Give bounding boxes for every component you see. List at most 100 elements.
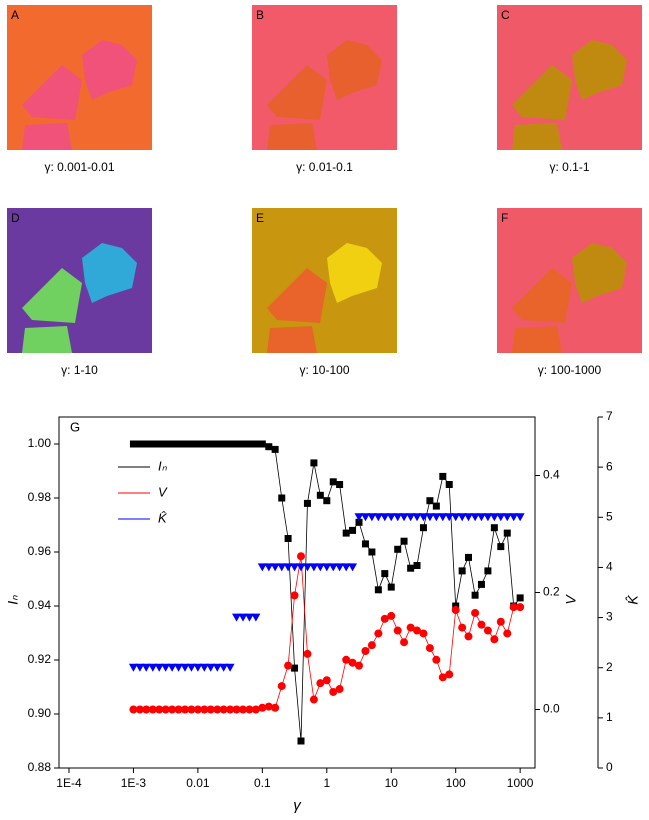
- point: [516, 594, 524, 602]
- point: [193, 663, 203, 672]
- point: [239, 440, 247, 448]
- y-tick-label: 0.88: [28, 760, 52, 774]
- region: [82, 40, 137, 100]
- region: [512, 326, 562, 353]
- point: [200, 705, 209, 714]
- point: [141, 663, 151, 672]
- point: [464, 632, 473, 641]
- y3-tick-label: 7: [606, 409, 613, 423]
- point: [418, 513, 428, 522]
- point: [452, 602, 460, 610]
- point: [329, 478, 337, 486]
- point: [393, 626, 402, 635]
- point: [329, 687, 338, 696]
- point: [168, 705, 177, 714]
- point: [265, 443, 273, 451]
- point: [335, 563, 345, 572]
- point: [406, 513, 416, 522]
- panel-letter: D: [11, 211, 20, 225]
- point: [349, 526, 357, 534]
- point: [451, 513, 461, 522]
- region: [327, 243, 382, 303]
- point: [251, 705, 260, 714]
- point: [496, 513, 506, 522]
- x-tick-label: 1: [323, 776, 330, 790]
- point: [238, 705, 247, 714]
- point: [257, 563, 267, 572]
- y-tick-label: 0.96: [28, 544, 52, 558]
- point: [419, 629, 428, 638]
- point: [232, 705, 241, 714]
- point: [245, 705, 254, 714]
- point: [225, 663, 235, 672]
- point: [399, 513, 409, 522]
- region: [82, 243, 137, 303]
- point: [194, 440, 202, 448]
- point: [336, 481, 344, 488]
- y3-tick-label: 4: [606, 560, 613, 574]
- panel-letter: F: [501, 211, 508, 225]
- point: [471, 591, 479, 599]
- point: [161, 705, 170, 714]
- legend-label: K̂: [158, 510, 168, 525]
- point: [471, 608, 480, 617]
- point: [148, 705, 157, 714]
- point: [374, 586, 382, 594]
- point: [393, 513, 403, 522]
- image-panel: Fγ: 100-1000: [497, 208, 642, 377]
- point: [354, 513, 364, 522]
- point: [483, 626, 492, 635]
- point: [129, 705, 138, 714]
- point: [367, 513, 377, 522]
- y2-axis-title: V: [563, 594, 579, 605]
- panel-letter: A: [11, 8, 19, 22]
- region: [267, 268, 327, 323]
- point: [206, 663, 216, 672]
- point: [516, 603, 525, 612]
- point: [426, 497, 434, 505]
- x-tick-label: 0.1: [254, 776, 271, 790]
- y3-tick-label: 1: [606, 710, 613, 724]
- panel-caption: γ: 0.01-0.1: [296, 160, 353, 174]
- panel-letter: E: [256, 211, 264, 225]
- point: [509, 513, 519, 522]
- region: [22, 123, 72, 150]
- series-line: [133, 556, 521, 710]
- point: [458, 567, 466, 575]
- point: [303, 649, 312, 658]
- point: [425, 513, 435, 522]
- point: [432, 655, 441, 664]
- point: [342, 529, 350, 537]
- point: [354, 661, 363, 670]
- point: [412, 513, 422, 522]
- point: [483, 513, 493, 522]
- y3-tick-label: 0: [606, 760, 613, 774]
- point: [264, 702, 273, 711]
- image-panel: Eγ: 10-100: [252, 208, 397, 377]
- point: [187, 440, 195, 448]
- point: [342, 655, 351, 664]
- point: [226, 705, 235, 714]
- point: [451, 606, 460, 615]
- region: [572, 40, 627, 100]
- point: [232, 613, 242, 622]
- point: [310, 459, 318, 467]
- image-panel: Dγ: 1-10: [7, 208, 152, 377]
- point: [360, 513, 370, 522]
- panel-caption: γ: 0.001-0.01: [44, 160, 114, 174]
- point: [316, 491, 324, 499]
- point: [284, 661, 293, 670]
- x-tick-label: 0.01: [186, 776, 210, 790]
- point: [373, 513, 383, 522]
- point: [361, 540, 369, 548]
- region: [327, 40, 382, 100]
- point: [496, 617, 505, 626]
- point: [502, 513, 512, 522]
- y-axis-title: Iₙ: [5, 595, 21, 605]
- point: [348, 658, 357, 667]
- point: [291, 664, 299, 672]
- panel-caption: γ: 1-10: [61, 363, 98, 377]
- image-panel: Cγ: 0.1-1: [497, 5, 642, 174]
- y2-tick-label: 0.2: [543, 585, 560, 599]
- point: [129, 440, 137, 448]
